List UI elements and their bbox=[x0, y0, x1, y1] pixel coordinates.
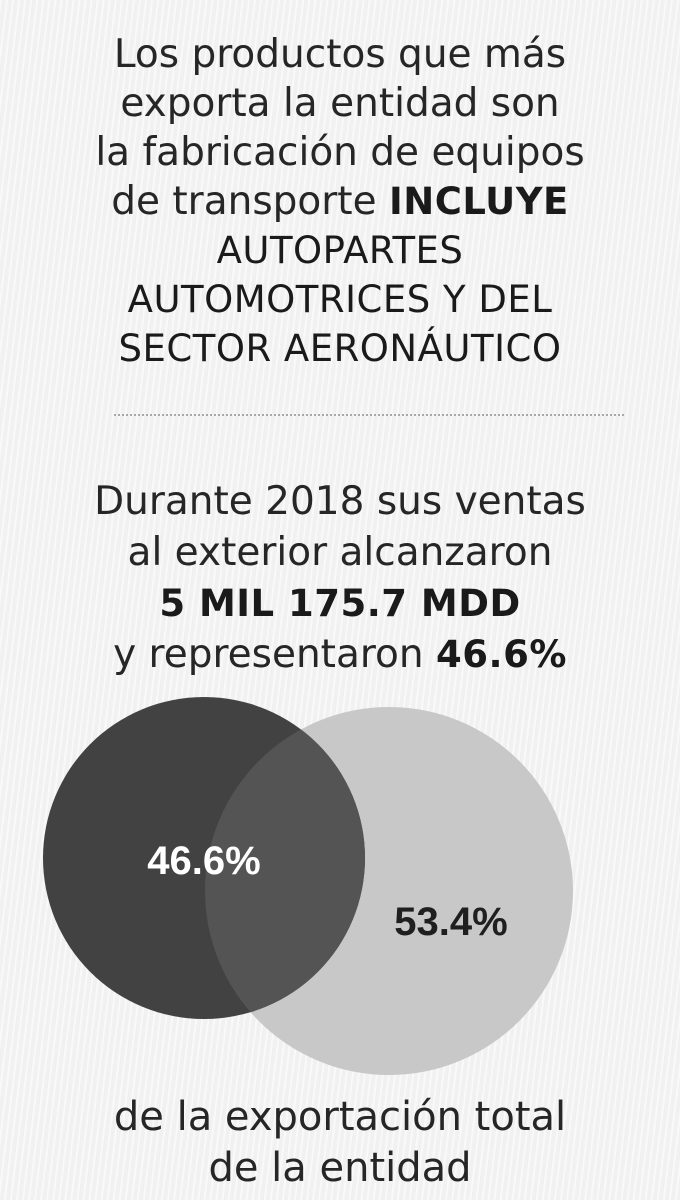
venn-right-label: 53.4% bbox=[394, 900, 507, 944]
dotted-divider bbox=[114, 414, 624, 416]
footer-text: de la exportación total de la entidad bbox=[0, 1092, 680, 1194]
stats-line-4-bold: 46.6% bbox=[436, 633, 567, 676]
stats-line-4: y representaron 46.6% bbox=[0, 629, 680, 680]
stats-amount: 5 MIL 175.7 MDD bbox=[159, 582, 521, 625]
intro-line-6: AUTOMOTRICES Y DEL bbox=[127, 278, 553, 321]
intro-line-5: AUTOPARTES bbox=[216, 229, 464, 272]
footer-line-2: de la entidad bbox=[208, 1145, 472, 1191]
intro-line-1: Los productos que más bbox=[113, 32, 567, 77]
intro-line-4-bold: INCLUYE bbox=[389, 180, 569, 223]
intro-text: Los productos que más exporta la entidad… bbox=[0, 30, 680, 373]
intro-line-3: la fabricación de equipos bbox=[95, 130, 585, 175]
footer-line-1: de la exportación total bbox=[113, 1094, 567, 1140]
intro-line-2: exporta la entidad son bbox=[120, 81, 560, 126]
stats-line-4-regular: y representaron bbox=[113, 632, 424, 677]
stats-line-2: al exterior alcanzaron bbox=[127, 530, 553, 575]
venn-left-label: 46.6% bbox=[147, 839, 260, 883]
venn-overlap bbox=[205, 707, 365, 1019]
sales-stats: Durante 2018 sus ventas al exterior alca… bbox=[0, 476, 680, 680]
stats-line-1: Durante 2018 sus ventas bbox=[94, 479, 586, 524]
intro-line-7: SECTOR AERONÁUTICO bbox=[118, 327, 562, 370]
venn-svg: 46.6% 53.4% bbox=[43, 697, 573, 1075]
intro-line-4-regular: de transporte bbox=[111, 179, 377, 224]
venn-diagram: 46.6% 53.4% bbox=[0, 690, 680, 1090]
intro-line-4: de transporte INCLUYE bbox=[0, 177, 680, 226]
